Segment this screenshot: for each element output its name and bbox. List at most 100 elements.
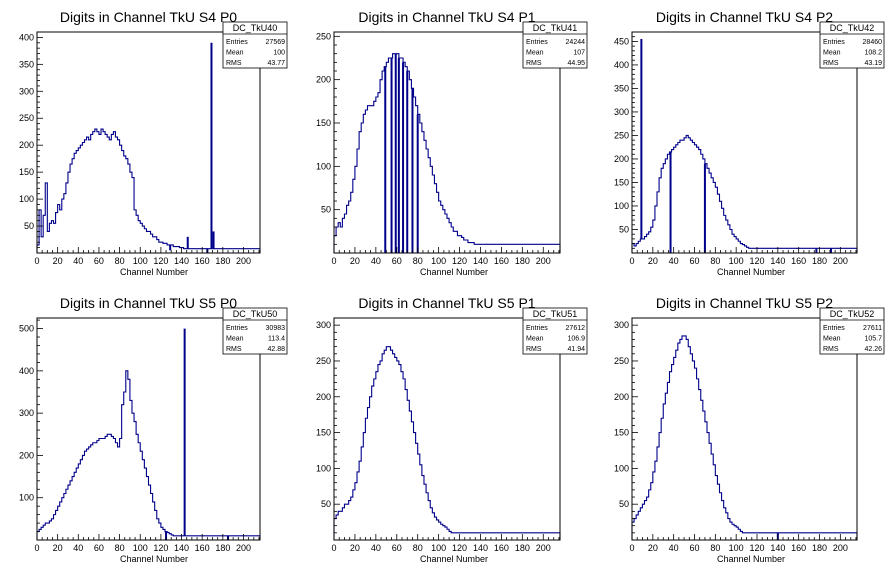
stats-box: DC_TkU40 Entries 27569 Mean 100 RMS 43.77 xyxy=(222,21,288,69)
stats-value: 100 xyxy=(273,50,285,57)
y-tick-label: 100 xyxy=(19,493,34,503)
y-tick-label: 50 xyxy=(24,221,34,231)
stats-box: DC_TkU42 Entries 28460 Mean 108.2 RMS 43.19 xyxy=(819,21,885,69)
x-tick-label: 60 xyxy=(689,543,699,553)
plot-frame xyxy=(36,317,261,541)
stats-value: 27612 xyxy=(566,325,586,332)
x-tick-label: 120 xyxy=(452,256,467,266)
x-tick-label: 60 xyxy=(94,256,104,266)
stats-label: Mean xyxy=(526,50,544,57)
stats-name: DC_TkU50 xyxy=(233,309,278,319)
x-axis-title: Channel Number xyxy=(717,554,785,564)
x-tick-label: 160 xyxy=(195,543,210,553)
plot-frame xyxy=(333,31,561,254)
stats-label: Mean xyxy=(823,336,841,343)
x-tick-label: 140 xyxy=(770,543,785,553)
stats-name: DC_TkU40 xyxy=(233,23,278,33)
x-tick-label: 160 xyxy=(791,543,806,553)
x-tick-label: 20 xyxy=(350,256,360,266)
stats-label: RMS xyxy=(526,346,542,353)
x-tick-label: 80 xyxy=(710,256,720,266)
x-tick-label: 140 xyxy=(174,256,189,266)
y-tick-label: 100 xyxy=(614,201,629,211)
y-tick-label: 50 xyxy=(321,499,331,509)
x-tick-label: 160 xyxy=(791,256,806,266)
stats-label: Mean xyxy=(226,50,244,57)
x-tick-label: 200 xyxy=(833,256,848,266)
stats-label: RMS xyxy=(526,60,542,67)
y-tick-label: 200 xyxy=(316,392,331,402)
y-tick-label: 50 xyxy=(619,224,629,234)
stats-value: 27611 xyxy=(863,325,882,332)
stats-name: DC_TkU41 xyxy=(533,23,578,33)
histogram-line xyxy=(631,134,858,253)
chart-title: Digits in Channel TkU S5 P1 xyxy=(358,295,535,311)
stats-value: 107 xyxy=(573,50,585,57)
x-tick-label: 0 xyxy=(331,543,336,553)
stats-value: 42.88 xyxy=(267,346,285,353)
y-tick-label: 300 xyxy=(614,320,629,330)
stats-label: RMS xyxy=(226,346,242,353)
x-tick-label: 100 xyxy=(133,543,148,553)
y-tick-label: 250 xyxy=(316,31,331,41)
chart-title: Digits in Channel TkU S4 P1 xyxy=(358,9,535,25)
x-tick-label: 140 xyxy=(174,543,189,553)
stats-label: Entries xyxy=(526,325,548,332)
stats-box-frame xyxy=(522,21,588,69)
x-tick-label: 100 xyxy=(133,256,148,266)
stats-value: 108.2 xyxy=(864,50,882,57)
x-tick-label: 40 xyxy=(371,256,381,266)
y-tick-label: 100 xyxy=(614,463,629,473)
y-tick-label: 150 xyxy=(316,118,331,128)
stats-value: 43.19 xyxy=(864,60,882,67)
x-axis-title: Channel Number xyxy=(420,267,488,277)
x-tick-label: 80 xyxy=(710,543,720,553)
y-tick-label: 350 xyxy=(19,59,34,69)
x-axis-title: Channel Number xyxy=(120,267,188,277)
stats-box: DC_TkU50 Entries 30983 Mean 113.4 RMS 42.88 xyxy=(222,307,288,355)
x-tick-label: 200 xyxy=(236,256,251,266)
y-tick-label: 300 xyxy=(316,320,331,330)
plot-frame xyxy=(36,31,261,254)
stats-box: DC_TkU41 Entries 24244 Mean 107 RMS 44.95 xyxy=(522,21,588,69)
stats-value: 28460 xyxy=(863,39,883,46)
x-tick-label: 160 xyxy=(494,256,509,266)
y-tick-label: 400 xyxy=(614,60,629,70)
x-tick-label: 180 xyxy=(515,543,530,553)
stats-value: 41.94 xyxy=(567,346,585,353)
x-tick-label: 180 xyxy=(515,256,530,266)
x-tick-label: 80 xyxy=(115,543,125,553)
x-tick-label: 120 xyxy=(749,543,764,553)
histogram-line xyxy=(631,335,858,540)
y-tick-label: 200 xyxy=(614,154,629,164)
stats-name: DC_TkU51 xyxy=(533,309,578,319)
x-tick-label: 140 xyxy=(473,256,488,266)
x-tick-label: 120 xyxy=(153,256,168,266)
stats-box-frame xyxy=(522,307,588,355)
y-tick-label: 450 xyxy=(614,36,629,46)
y-tick-label: 50 xyxy=(321,205,331,215)
stats-label: Entries xyxy=(226,39,248,46)
stats-value: 43.77 xyxy=(267,60,285,67)
x-tick-label: 20 xyxy=(53,543,63,553)
y-tick-label: 50 xyxy=(619,499,629,509)
x-tick-label: 120 xyxy=(452,543,467,553)
y-tick-label: 200 xyxy=(316,75,331,85)
x-tick-label: 40 xyxy=(73,543,83,553)
histogram-panel-6: Digits in Channel TkU S5 P2 0 20 40 60 80 100 1… xyxy=(614,295,885,564)
x-tick-label: 160 xyxy=(195,256,210,266)
x-tick-label: 60 xyxy=(392,543,402,553)
stats-value: 113.4 xyxy=(268,336,285,343)
chart-title: Digits in Channel TkU S5 P0 xyxy=(60,295,237,311)
chart-title: Digits in Channel TkU S4 P2 xyxy=(656,9,833,25)
y-tick-label: 200 xyxy=(614,392,629,402)
y-tick-label: 300 xyxy=(614,107,629,117)
stats-value: 24244 xyxy=(566,39,586,46)
x-tick-label: 100 xyxy=(729,256,744,266)
stats-value: 42.26 xyxy=(864,346,882,353)
x-tick-label: 180 xyxy=(812,543,827,553)
y-tick-label: 250 xyxy=(614,356,629,366)
stats-box-frame xyxy=(222,307,288,355)
x-tick-label: 0 xyxy=(331,256,336,266)
